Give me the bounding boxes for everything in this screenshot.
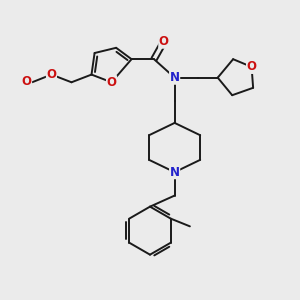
Text: O: O [247,60,256,74]
Text: N: N [169,71,180,84]
Text: O: O [46,68,56,81]
Text: O: O [159,35,169,48]
Text: N: N [169,166,180,179]
Text: O: O [106,76,116,89]
Text: O: O [22,75,32,88]
